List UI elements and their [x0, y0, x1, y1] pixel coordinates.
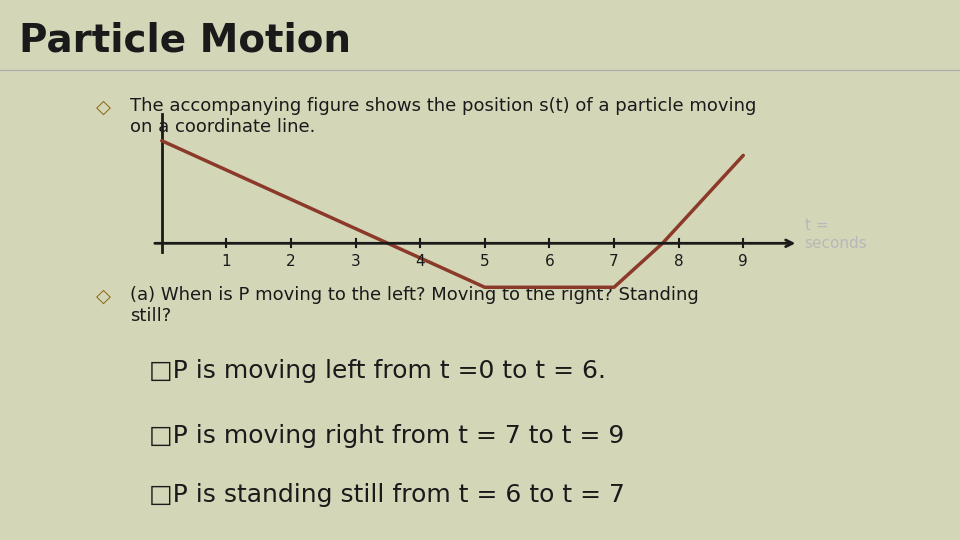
Text: 7: 7	[610, 254, 619, 269]
Text: 5: 5	[480, 254, 490, 269]
Text: □P is moving right from t = 7 to t = 9: □P is moving right from t = 7 to t = 9	[149, 424, 624, 448]
Text: Particle Motion: Particle Motion	[19, 22, 351, 59]
Text: □P is moving left from t =0 to t = 6.: □P is moving left from t =0 to t = 6.	[149, 359, 606, 383]
Text: □P is standing still from t = 6 to t = 7: □P is standing still from t = 6 to t = 7	[149, 483, 625, 507]
Text: 1: 1	[222, 254, 231, 269]
Text: The accompanying figure shows the position s(t) of a particle moving
on a coordi: The accompanying figure shows the positi…	[130, 97, 756, 136]
Text: 9: 9	[738, 254, 748, 269]
Text: 6: 6	[544, 254, 554, 269]
Text: 4: 4	[416, 254, 425, 269]
Text: 8: 8	[674, 254, 684, 269]
Text: t =
seconds: t = seconds	[804, 218, 868, 251]
Text: 2: 2	[286, 254, 296, 269]
Text: ◇: ◇	[96, 286, 111, 305]
Text: 3: 3	[350, 254, 360, 269]
Text: (a) When is P moving to the left? Moving to the right? Standing
still?: (a) When is P moving to the left? Moving…	[130, 286, 698, 325]
Text: ◇: ◇	[96, 97, 111, 116]
